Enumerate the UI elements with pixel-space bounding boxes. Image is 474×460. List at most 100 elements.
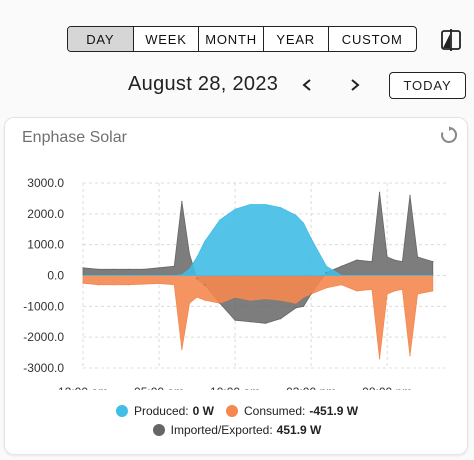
- data-point-imported: [310, 293, 312, 295]
- data-point-consumed: [196, 296, 198, 298]
- y-tick-label: 3000.0: [27, 176, 64, 190]
- y-tick-label: -3000.0: [23, 361, 64, 375]
- data-point-imported: [181, 200, 183, 203]
- data-point-consumed: [416, 293, 419, 295]
- period-year-button[interactable]: YEAR: [264, 27, 329, 51]
- legend-value: -451.9 W: [309, 404, 359, 418]
- data-point-produced: [409, 274, 411, 277]
- data-point-produced: [295, 214, 297, 216]
- data-point-produced: [371, 274, 373, 277]
- data-point-consumed: [386, 293, 388, 295]
- chevron-left-icon: [302, 79, 311, 91]
- data-point-produced: [340, 274, 343, 277]
- data-point-produced: [249, 203, 251, 206]
- data-point-produced: [386, 274, 388, 277]
- data-point-produced: [378, 274, 381, 277]
- data-point-produced: [280, 207, 282, 209]
- legend-item-imported[interactable]: Imported/Exported: 451.9 W: [152, 423, 322, 437]
- data-point-imported: [173, 265, 175, 267]
- data-point-produced: [234, 208, 236, 210]
- data-point-produced: [325, 265, 327, 267]
- legend-value: 0 W: [192, 404, 214, 418]
- data-point-consumed: [204, 299, 206, 301]
- data-point-produced: [432, 274, 434, 277]
- chevron-right-icon: [351, 79, 360, 91]
- period-custom-button[interactable]: CUSTOM: [341, 31, 403, 47]
- data-point-produced: [188, 268, 191, 270]
- data-point-consumed: [82, 282, 84, 284]
- data-point-produced: [82, 274, 84, 277]
- data-point-imported: [143, 268, 145, 270]
- data-point-consumed: [295, 302, 297, 304]
- data-point-produced: [112, 274, 115, 277]
- data-point-imported: [416, 256, 419, 258]
- data-point-imported: [249, 321, 251, 323]
- legend-row: Produced: 0 W Consumed: -451.9 W: [0, 404, 474, 418]
- data-point-consumed: [158, 282, 160, 285]
- data-point-produced: [264, 203, 267, 206]
- y-tick-label: -2000.0: [23, 330, 64, 344]
- data-point-imported: [128, 268, 130, 270]
- compare-icon[interactable]: [438, 28, 464, 52]
- data-point-produced: [158, 274, 160, 277]
- data-point-produced: [394, 274, 396, 277]
- refresh-icon[interactable]: [440, 126, 458, 144]
- data-point-produced: [219, 219, 221, 221]
- x-tick-label: 08:00 pm: [362, 385, 412, 390]
- data-point-imported: [394, 259, 396, 261]
- data-point-imported: [356, 259, 358, 261]
- data-point-imported: [325, 271, 327, 274]
- legend-dot: [225, 405, 238, 417]
- data-point-produced: [302, 222, 305, 224]
- data-point-consumed: [356, 290, 358, 292]
- y-tick-label: 2000.0: [27, 207, 64, 221]
- legend-value: 451.9 W: [276, 423, 322, 437]
- period-day-button[interactable]: DAY: [68, 27, 134, 51]
- data-point-consumed: [432, 290, 434, 292]
- data-point-imported: [264, 322, 267, 324]
- card-title: Enphase Solar: [22, 129, 127, 146]
- x-tick-label: 10:00 am: [210, 385, 260, 390]
- data-point-imported: [234, 319, 236, 321]
- data-point-produced: [204, 240, 206, 243]
- prev-day-button[interactable]: [295, 72, 319, 98]
- data-point-produced: [143, 274, 145, 277]
- data-point-imported: [204, 284, 206, 286]
- energy-chart: 3000.0 2000.0 1000.0 0.0 -1000.0 -2000.0 -3000…: [23, 176, 448, 390]
- date-title: August 28, 2023: [128, 73, 279, 95]
- y-tick-label: 0.0: [47, 269, 64, 283]
- data-point-produced: [173, 274, 175, 277]
- data-point-imported: [386, 256, 388, 258]
- data-point-imported: [432, 261, 434, 263]
- data-point-imported: [158, 267, 160, 269]
- data-point-imported: [340, 265, 343, 267]
- period-month-button[interactable]: MONTH: [199, 27, 264, 51]
- data-point-imported: [409, 194, 411, 196]
- next-day-button[interactable]: [343, 72, 367, 98]
- data-point-produced: [416, 274, 419, 277]
- data-point-consumed: [181, 348, 183, 351]
- period-selector: DAY WEEK MONTH YEAR CUSTOM: [67, 26, 417, 52]
- data-point-consumed: [302, 296, 305, 298]
- data-point-consumed: [97, 284, 99, 286]
- data-point-produced: [356, 274, 358, 277]
- legend-item-produced[interactable]: Produced: 0 W: [115, 404, 214, 418]
- data-point-imported: [112, 268, 115, 270]
- data-point-consumed: [173, 284, 175, 286]
- data-point-consumed: [394, 290, 396, 292]
- legend-item-consumed[interactable]: Consumed: -451.9 W: [225, 404, 359, 418]
- data-point-imported: [82, 267, 84, 269]
- data-point-imported: [219, 302, 221, 304]
- data-point-consumed: [325, 287, 327, 289]
- x-tick-label: 12:00 am: [58, 385, 108, 390]
- data-point-consumed: [378, 358, 381, 360]
- data-point-consumed: [340, 284, 343, 286]
- x-tick-label: 05:00 am: [134, 385, 184, 390]
- data-point-consumed: [401, 288, 403, 290]
- legend-label: Produced:: [133, 404, 189, 418]
- period-week-button[interactable]: WEEK: [134, 27, 200, 51]
- data-point-consumed: [128, 284, 130, 286]
- legend-label: Imported/Exported:: [170, 423, 273, 437]
- legend-row: Imported/Exported: 451.9 W: [0, 423, 474, 437]
- today-button[interactable]: TODAY: [389, 72, 466, 99]
